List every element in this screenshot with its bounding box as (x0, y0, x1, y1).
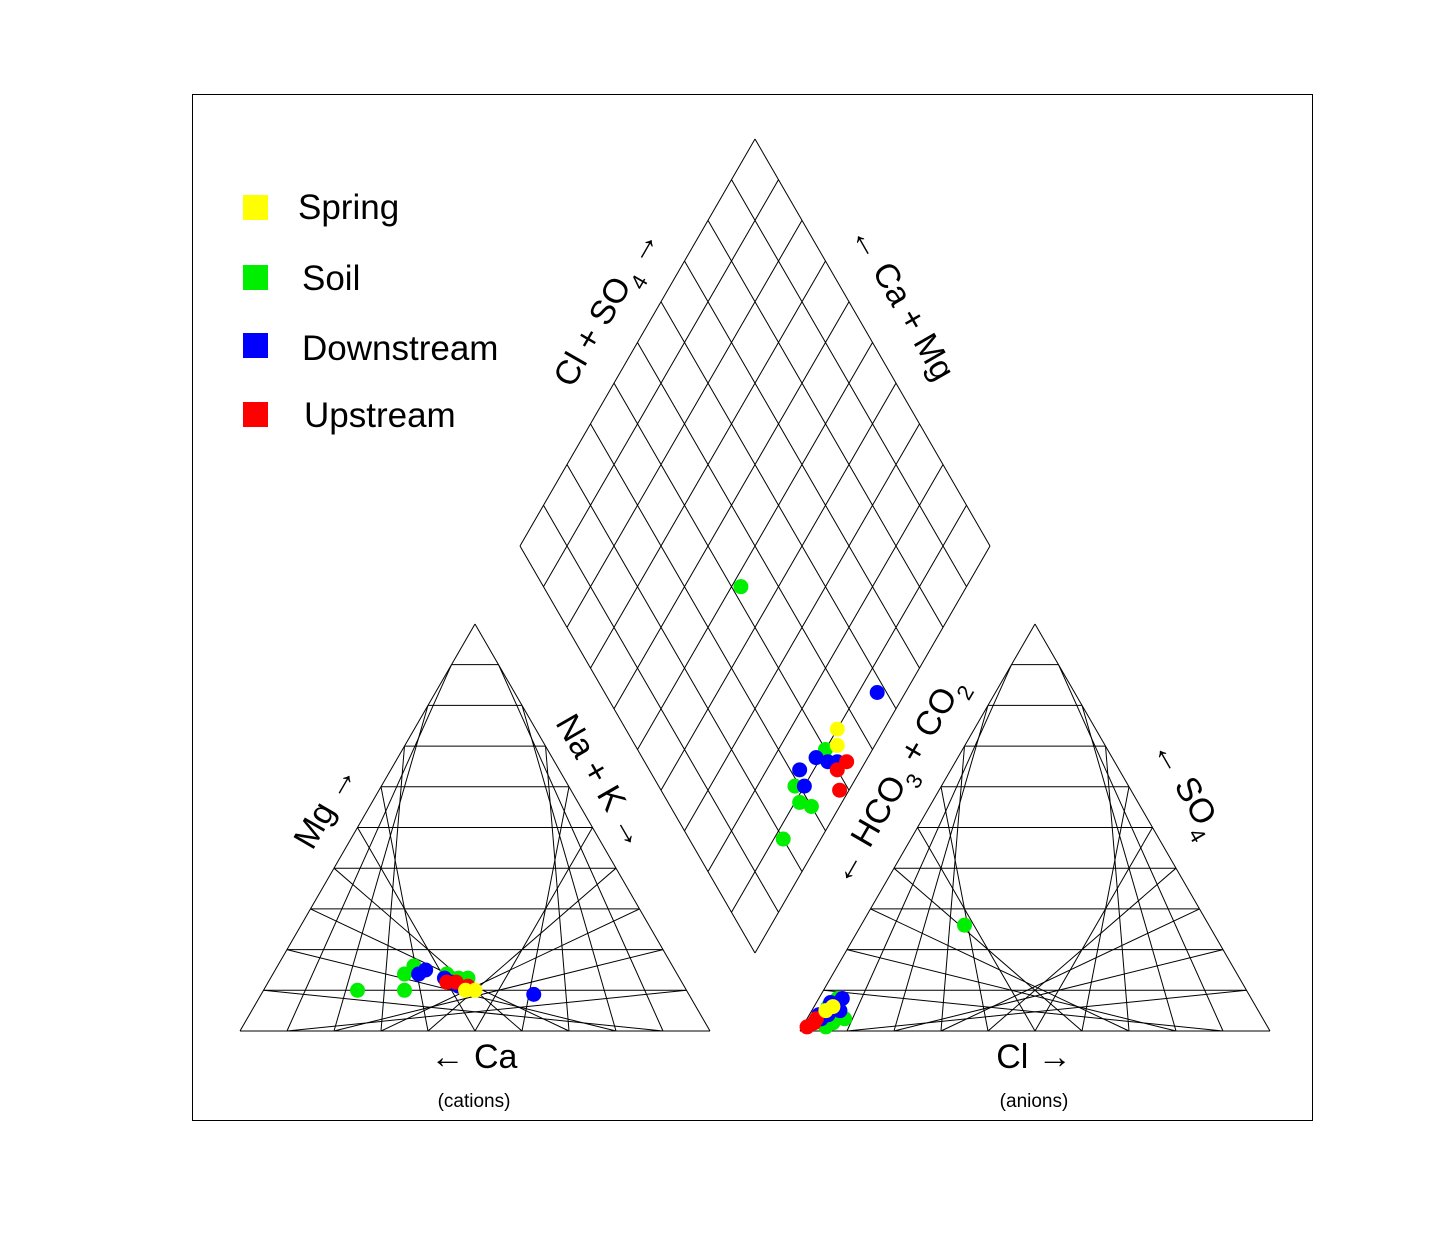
grid-line (637, 342, 873, 750)
legend: Spring Soil Downstream Upstream (243, 188, 498, 435)
grid-line (310, 908, 570, 1032)
grid-line (1034, 827, 1153, 1032)
legend-swatch-upstream (243, 402, 268, 427)
grid-line (286, 949, 617, 1032)
grid-line (474, 827, 593, 1032)
cation-point-downstream (526, 986, 542, 1002)
diamond-ca-mg-label: ← Ca + Mg (843, 218, 962, 387)
grid-lines (239, 138, 1271, 1032)
grid-line (870, 908, 1130, 1032)
cation-point-soil (397, 982, 412, 998)
grid-line (263, 989, 664, 1032)
grid-line (590, 260, 826, 669)
diamond-point-soil (792, 794, 808, 810)
cation-nak-label: Na + K → (548, 708, 655, 855)
grid-line (1081, 705, 1177, 1032)
cation-point-downstream (418, 962, 434, 978)
diamond-point-downstream (808, 750, 824, 766)
grid-line (498, 664, 664, 1032)
grid-line (566, 220, 803, 628)
grid-line (357, 827, 476, 1032)
diamond-point-downstream (792, 762, 808, 778)
legend-label-soil: Soil (302, 259, 360, 298)
grid-line (613, 301, 850, 710)
legend-swatch-soil (243, 265, 268, 290)
grid-line (1105, 746, 1130, 1032)
anion-caption: (anions) (1000, 1091, 1069, 1112)
cation-ca-label: ← Ca (431, 1038, 518, 1076)
diamond-point-upstream (839, 754, 855, 770)
sample-points (350, 579, 972, 1035)
grid-line (1058, 664, 1224, 1032)
grid-line (731, 179, 967, 587)
legend-label-upstream: Upstream (304, 396, 456, 435)
grid-line (917, 827, 1036, 1032)
anion-cl-label: Cl → (996, 1038, 1072, 1076)
grid-line (823, 989, 1224, 1032)
diamond-point-upstream (832, 782, 848, 798)
diamond-cl-so4-label: Cl + SO4 → (546, 222, 675, 398)
cation-caption: (cations) (438, 1091, 511, 1112)
anion-point-soil (957, 917, 972, 933)
grid-line (519, 545, 756, 954)
diamond-point-soil (733, 579, 749, 595)
diamond-point-spring (829, 721, 845, 737)
diamond-point-spring (829, 737, 845, 753)
diamond-point-downstream (869, 685, 885, 700)
grid-line (1081, 786, 1130, 1032)
cation-mg-label: Mg → (286, 758, 364, 856)
legend-label-spring: Spring (298, 188, 399, 227)
diamond-labels: Cl + SO4 → ← Ca + Mg (546, 218, 962, 398)
grid-line (846, 949, 1177, 1032)
grid-line (519, 138, 756, 547)
grid-line (754, 545, 991, 954)
grid-line (333, 867, 523, 1032)
grid-line (893, 867, 1083, 1032)
legend-label-downstream: Downstream (302, 329, 498, 368)
grid-line (754, 138, 991, 547)
grid-line (521, 705, 617, 1032)
arrow-left-icon: ← (431, 1038, 474, 1076)
grid-line (660, 301, 897, 710)
legend-swatch-downstream (243, 333, 268, 358)
grid-line (684, 260, 920, 669)
cation-point-spring (467, 982, 483, 998)
diamond-point-soil (775, 831, 791, 847)
plot-frame (192, 94, 1313, 1121)
diamond-point-soil (803, 798, 819, 814)
grid-line (545, 746, 570, 1032)
legend-swatch-spring (243, 195, 268, 220)
arrow-right-icon: → (612, 222, 667, 279)
anion-triangle-labels: ← HCO3 + CO2 ← SO4 Cl → (anions) (822, 681, 1224, 1112)
diamond-point-downstream (796, 778, 812, 794)
cation-point-soil (350, 982, 365, 998)
anion-point-spring (825, 999, 841, 1015)
grid-line (707, 220, 944, 628)
grid-line (543, 179, 779, 587)
anion-point-upstream (806, 1015, 822, 1031)
arrow-right-icon: → (1028, 1038, 1071, 1076)
